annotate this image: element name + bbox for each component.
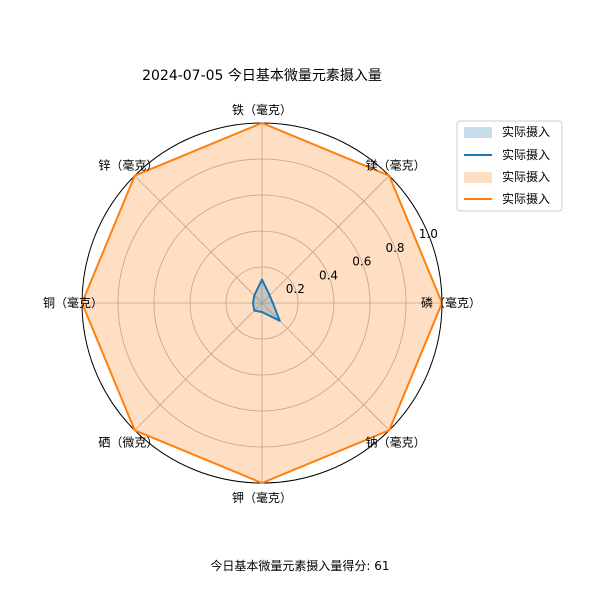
series-1-line [252, 278, 281, 322]
radar-grid-ring-2 [189, 230, 335, 376]
legend-swatch-orange-fill [464, 172, 492, 183]
axis-label-8: 钠（毫克） [366, 435, 426, 450]
series-2-area [82, 123, 442, 483]
rtick-label-3: 0.6 [352, 255, 371, 269]
rtick-label-4: 0.8 [385, 241, 404, 255]
series-1-area [253, 279, 280, 321]
radar-grid-ring-4 [117, 158, 407, 448]
radar-grid-ring-3 [153, 194, 371, 412]
axis-label-2: 镁（毫克） [366, 157, 426, 172]
rtick-label-1: 0.2 [286, 282, 305, 296]
chart-title: 2024-07-05 今日基本微量元素摄入量 [142, 67, 382, 84]
series-2-line [81, 122, 443, 484]
axis-label-6: 硒（微克） [98, 436, 158, 450]
legend-swatch-blue-fill [464, 127, 492, 138]
legend-frame [456, 120, 563, 212]
axis-labels: 磷（毫克） 镁（毫克） 铁（毫克） 锌（毫克） 铜（毫克） 硒（微克） 钾（毫克） 钠（毫克） [43, 102, 481, 505]
axis-label-7: 钾（毫克） [232, 490, 292, 505]
legend-entry-1: 实际摄入 [502, 124, 550, 139]
radar-series [81, 122, 443, 484]
radial-tick-labels: 0.2 0.4 0.6 0.8 1.0 [286, 227, 438, 296]
axis-label-4: 锌（毫克） [98, 157, 158, 172]
legend-entry-3: 实际摄入 [502, 169, 550, 184]
radar-spoke-4 [134, 175, 263, 304]
score-footer: 今日基本微量元素摄入量得分: 61 [210, 558, 389, 573]
axis-label-5: 铜（毫克） [43, 295, 103, 310]
axis-label-1: 磷（毫克） [421, 295, 481, 310]
rtick-label-2: 0.4 [319, 268, 338, 282]
legend-entry-2: 实际摄入 [502, 147, 550, 162]
radar-spoke-6 [134, 302, 263, 431]
axis-label-3: 铁（毫克） [232, 102, 292, 117]
rtick-label-5: 1.0 [419, 227, 438, 241]
legend-entry-4: 实际摄入 [502, 191, 550, 206]
radar-spoke-8 [261, 302, 390, 431]
legend: 实际摄入 实际摄入 实际摄入 实际摄入 [456, 120, 563, 212]
radar-spoke-2 [261, 175, 390, 304]
radar-grid-ring-1 [225, 266, 299, 340]
